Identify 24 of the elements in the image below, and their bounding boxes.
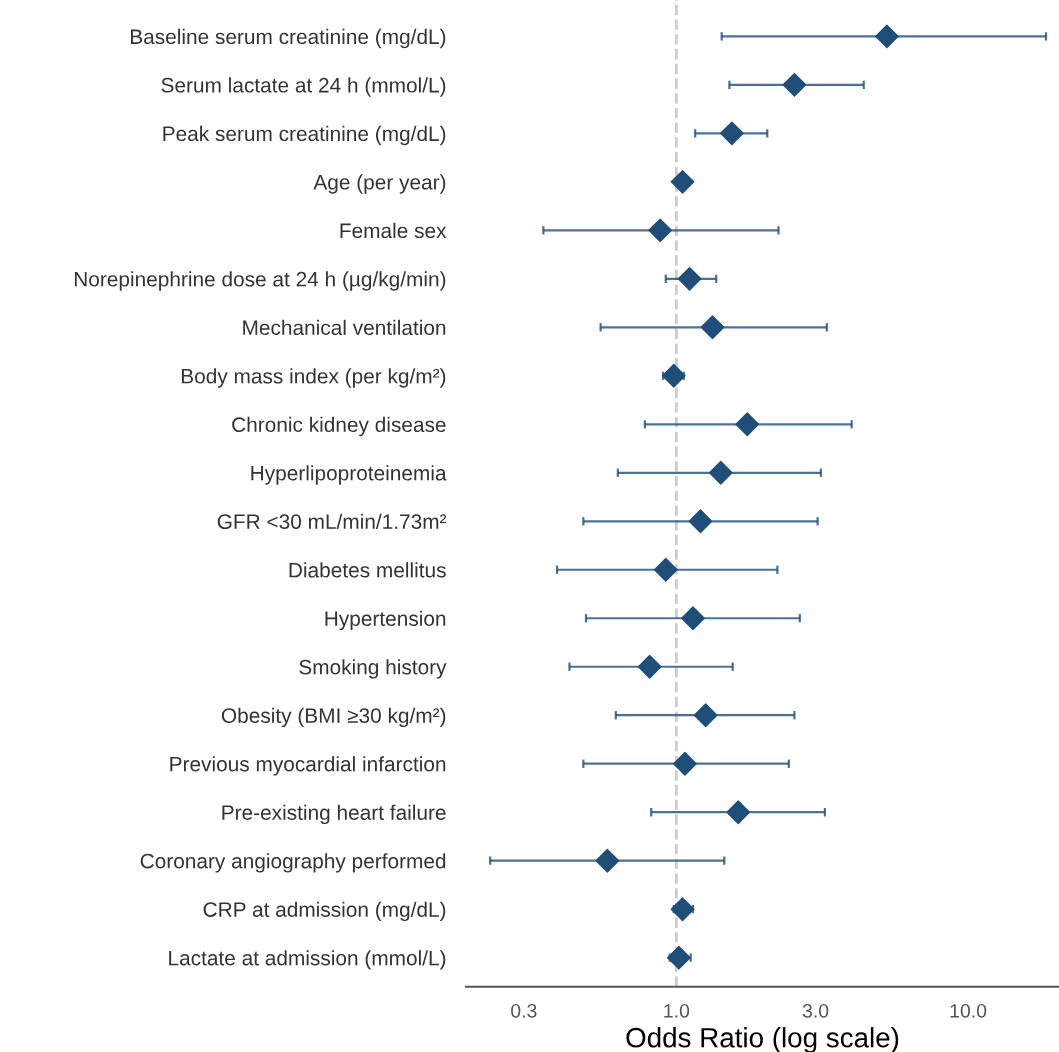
y-tick-label: Chronic kidney disease [232, 416, 446, 437]
y-tick-label: Norepinephrine dose at 24 h (µg/kg/min) [74, 271, 446, 291]
y-tick-label: Pre-existing heart failure [222, 804, 446, 825]
y-tick-label: Baseline serum creatinine (mg/dL) [130, 28, 446, 49]
y-tick-label: Obesity (BMI ≥30 kg/m²) [221, 707, 446, 728]
y-tick-label: Age (per year) [313, 174, 446, 194]
y-tick-label: Previous myocardial infarction [170, 756, 446, 776]
y-tick-label: Female sex [340, 222, 447, 239]
y-tick-label: Serum lactate at 24 h (mmol/L) [161, 77, 446, 97]
y-tick-label: CRP at admission (mg/dL) [203, 901, 446, 922]
y-tick-label: Lactate at admission (mmol/L) [169, 950, 446, 970]
x-tick-label: 1.0 [664, 1003, 690, 1018]
x-tick-label: 0.3 [511, 1003, 537, 1018]
x-tick-label: 10.0 [950, 1003, 987, 1018]
y-tick-label: Diabetes mellitus [289, 562, 446, 578]
y-tick-label: Body mass index (per kg/m²) [181, 368, 446, 388]
y-tick-label: Hypertension [325, 610, 446, 631]
y-tick-label: Coronary angiography performed [140, 853, 446, 873]
y-tick-label: Smoking history [299, 659, 447, 679]
y-tick-label: Peak serum creatinine (mg/dL) [163, 125, 446, 146]
x-tick-label: 3.0 [802, 1003, 829, 1018]
y-tick-label: GFR <30 mL/min/1.73m² [217, 513, 447, 530]
y-tick-label: Mechanical ventilation [243, 319, 446, 336]
y-tick-label: Hyperlipoproteinemia [251, 465, 447, 485]
